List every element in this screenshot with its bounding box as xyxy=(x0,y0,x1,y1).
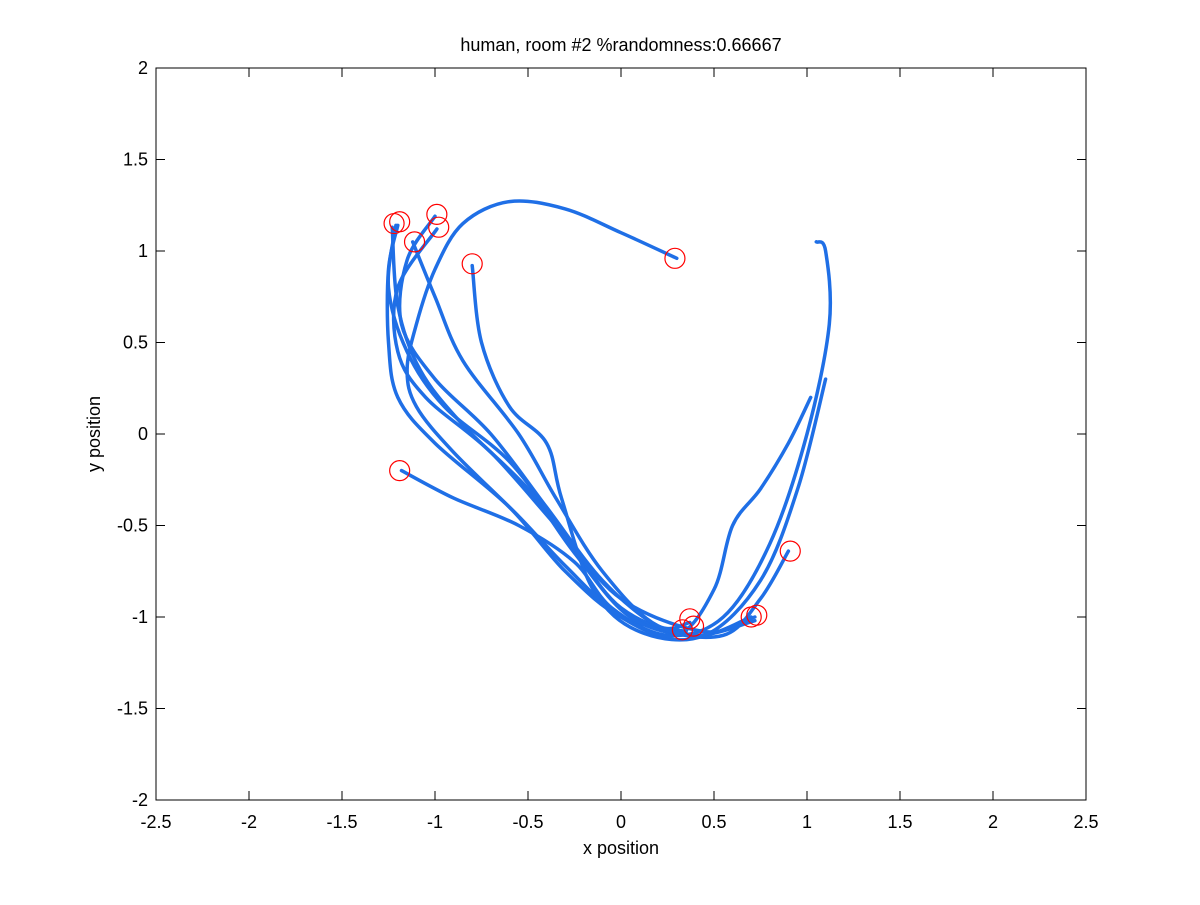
x-tick-label: 1.5 xyxy=(887,812,912,832)
x-axis-label: x position xyxy=(583,838,659,858)
y-tick-label: -0.5 xyxy=(117,516,148,536)
endpoint-marker xyxy=(682,615,705,637)
y-tick-label: -1.5 xyxy=(117,699,148,719)
y-tick-label: -2 xyxy=(132,790,148,810)
y-tick-label: -1 xyxy=(132,607,148,627)
series-layer xyxy=(385,199,833,642)
tick-layer: -2.5 -2 -1.5 -1 -0.5 0 0.5 1 1.5 2 2.5-2-1.5-1-0.5… xyxy=(117,58,1099,832)
endpoint-marker xyxy=(779,540,801,562)
x-tick-label: 0.5 xyxy=(701,812,726,832)
y-tick-label: 1 xyxy=(138,241,148,261)
x-tick-label: -0.5 xyxy=(512,812,543,832)
y-tick-label: 0 xyxy=(138,424,148,444)
endpoint-marker xyxy=(461,253,483,275)
endpoint-marker xyxy=(746,604,768,626)
y-tick-label: 2 xyxy=(138,58,148,78)
endpoint-marker xyxy=(389,211,411,233)
y-tick-label: 1.5 xyxy=(123,150,148,170)
endpoint-marker xyxy=(426,203,448,225)
x-tick-label: -2 xyxy=(241,812,257,832)
marker-layer xyxy=(383,203,801,641)
trajectory-line-5 xyxy=(391,227,757,634)
trajectory-line-9 xyxy=(405,199,813,639)
x-tick-label: -1.5 xyxy=(326,812,357,832)
trajectory-line-6 xyxy=(410,240,791,640)
x-tick-label: -1 xyxy=(427,812,443,832)
x-tick-label: 0 xyxy=(616,812,626,832)
x-tick-label: 2.5 xyxy=(1073,812,1098,832)
y-axis-label: y position xyxy=(84,396,104,472)
endpoint-marker xyxy=(389,460,411,482)
x-tick-label: -2.5 xyxy=(140,812,171,832)
endpoint-marker xyxy=(428,216,450,238)
trajectory-line-8 xyxy=(399,240,833,638)
endpoint-marker xyxy=(671,619,693,641)
endpoint-marker xyxy=(403,231,426,253)
x-tick-label: 1 xyxy=(802,812,812,832)
plot-area xyxy=(156,68,1086,800)
chart-title: human, room #2 %randomness:0.66667 xyxy=(460,35,781,55)
endpoint-marker xyxy=(664,247,686,269)
x-tick-label: 2 xyxy=(988,812,998,832)
y-tick-label: 0.5 xyxy=(123,333,148,353)
